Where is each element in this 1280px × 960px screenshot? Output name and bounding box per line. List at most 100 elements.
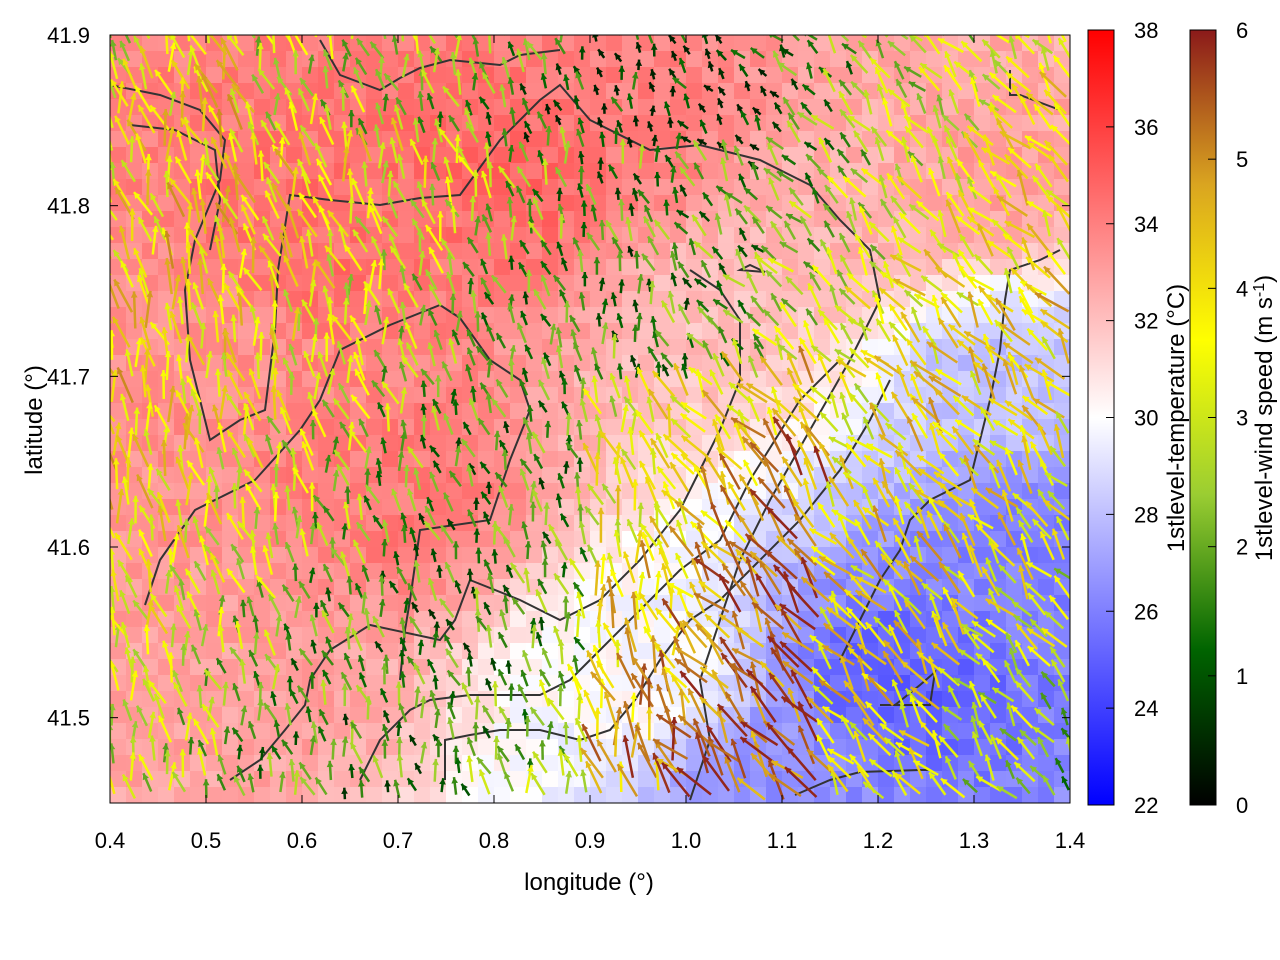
heatmap-cell: [670, 771, 687, 788]
heatmap-cell: [990, 611, 1007, 628]
heatmap-cell: [958, 83, 975, 100]
heatmap-cell: [750, 195, 767, 212]
wind-arrow-head: [183, 222, 191, 229]
heatmap-cell: [350, 483, 367, 500]
heatmap-cell: [382, 435, 399, 452]
wind-arrow-head: [131, 721, 139, 728]
heatmap-cell: [254, 723, 271, 740]
heatmap-cell: [270, 51, 287, 68]
heatmap-cell: [526, 307, 543, 324]
heatmap-cell: [238, 323, 255, 340]
wind-arrow-head: [140, 337, 147, 345]
heatmap-cell: [830, 547, 847, 564]
heatmap-cell: [174, 387, 191, 404]
wind-arrow-head: [139, 46, 147, 54]
heatmap-cell: [910, 771, 927, 788]
heatmap-cell: [542, 259, 559, 276]
heatmap-cell: [126, 403, 143, 420]
wind-arrow-head: [145, 559, 153, 566]
wind-arrow-head: [169, 178, 177, 186]
heatmap-cell: [718, 115, 735, 132]
wind-arrow-head: [188, 228, 195, 236]
heatmap-cell: [1054, 83, 1070, 100]
heatmap-cell: [526, 67, 543, 84]
heatmap-cell: [846, 371, 863, 388]
heatmap-cell: [366, 243, 383, 260]
heatmap-cell: [766, 787, 783, 803]
heatmap-cell: [190, 771, 207, 788]
heatmap-cell: [574, 99, 591, 116]
heatmap-cell: [830, 531, 847, 548]
heatmap-cell: [894, 787, 911, 803]
heatmap-cell: [542, 211, 559, 228]
heatmap-cell: [1038, 275, 1055, 292]
wind-arrow-shaft: [132, 291, 137, 329]
heatmap-cell: [526, 131, 543, 148]
wind-arrow-head: [149, 711, 156, 719]
heatmap-cell: [798, 163, 815, 180]
heatmap-cell: [494, 723, 511, 740]
heatmap-cell: [1022, 627, 1039, 644]
heatmap-cell: [126, 499, 143, 516]
heatmap-cell: [318, 515, 335, 532]
heatmap-cell: [782, 83, 799, 100]
heatmap-cell: [398, 547, 415, 564]
heatmap-cell: [638, 195, 655, 212]
heatmap-cell: [878, 211, 895, 228]
wind-arrow-head: [176, 390, 182, 398]
heatmap-cell: [574, 531, 591, 548]
heatmap-cell: [1006, 515, 1023, 532]
heatmap-cell: [430, 179, 447, 196]
heatmap-cell: [1054, 275, 1070, 292]
heatmap-cell: [206, 643, 223, 660]
heatmap-cell: [718, 35, 735, 52]
heatmap-cell: [718, 227, 735, 244]
heatmap-cell: [414, 451, 431, 468]
heatmap-cell: [590, 787, 607, 803]
wind-arrow-head: [119, 590, 126, 598]
heatmap-cell: [350, 611, 367, 628]
heatmap-cell: [830, 675, 847, 692]
heatmap-cell: [510, 227, 527, 244]
heatmap-cell: [542, 771, 559, 788]
heatmap-cell: [126, 483, 143, 500]
heatmap-cell: [670, 291, 687, 308]
heatmap-cell: [862, 195, 879, 212]
heatmap-cell: [254, 323, 271, 340]
heatmap-cell: [254, 691, 271, 708]
wind-arrow-head: [143, 624, 151, 631]
heatmap-cell: [430, 787, 447, 803]
heatmap-cell: [398, 179, 415, 196]
heatmap-cell: [718, 83, 735, 100]
heatmap-cell: [446, 691, 463, 708]
heatmap-cell: [654, 611, 671, 628]
wind-arrow-head: [142, 773, 149, 781]
wind-arrow-shaft: [110, 366, 117, 377]
wind-arrow-shaft: [503, 35, 506, 36]
heatmap-cell: [110, 355, 127, 372]
heatmap-cell: [398, 211, 415, 228]
heatmap-cell: [942, 787, 959, 803]
wind-arrow-head: [177, 445, 184, 452]
wind-arrow-head: [101, 435, 107, 442]
wind-arrow-head: [111, 79, 118, 87]
heatmap-cell: [158, 595, 175, 612]
heatmap-cell: [190, 787, 207, 803]
wind-arrow-head: [157, 506, 164, 513]
heatmap-cell: [430, 595, 447, 612]
heatmap-cell: [654, 275, 671, 292]
heatmap-cell: [414, 211, 431, 228]
heatmap-cell: [910, 627, 927, 644]
heatmap-cell: [1006, 339, 1023, 356]
heatmap-cell: [222, 579, 239, 596]
heatmap-cell: [190, 419, 207, 436]
heatmap-cell: [462, 435, 479, 452]
heatmap-cell: [446, 739, 463, 756]
heatmap-cell: [382, 787, 399, 803]
heatmap-cell: [222, 547, 239, 564]
heatmap-cell: [206, 291, 223, 308]
heatmap-cell: [862, 179, 879, 196]
heatmap-cell: [638, 51, 655, 68]
heatmap-cell: [174, 355, 191, 372]
heatmap-cell: [446, 627, 463, 644]
